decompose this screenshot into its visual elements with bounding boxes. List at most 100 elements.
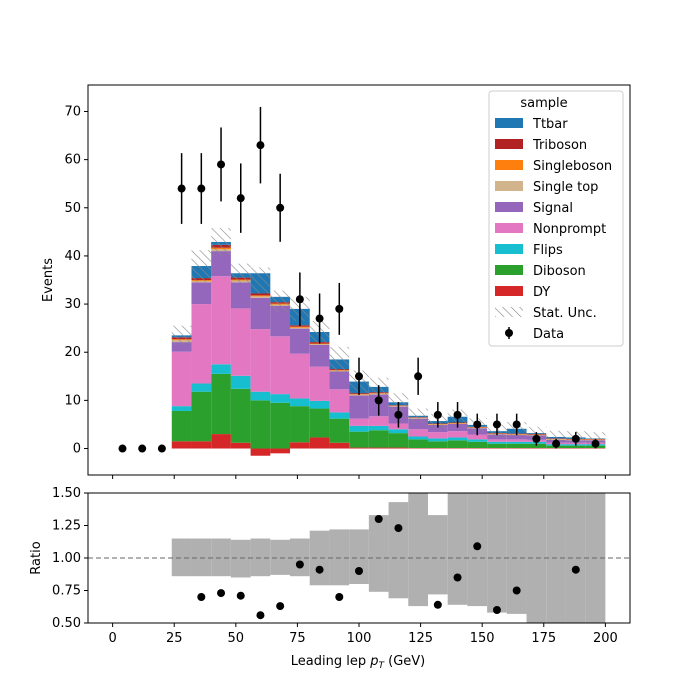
bar-signal (309, 345, 330, 367)
data-point (374, 396, 383, 405)
bar-signal (230, 282, 251, 309)
bar-flips (230, 375, 251, 389)
ratio-point (453, 573, 462, 582)
legend-swatch-stat-unc (495, 307, 523, 317)
bar-nonprompt (230, 308, 251, 376)
data-point (414, 372, 423, 381)
bar-dy (270, 448, 291, 454)
stat-unc-band (211, 228, 231, 256)
bar-triboson (250, 293, 271, 296)
legend-label-diboson: Diboson (533, 264, 586, 279)
bar-nonprompt (487, 439, 507, 442)
stat-unc-band (329, 346, 350, 372)
bar-diboson (290, 406, 310, 443)
data-point (197, 184, 206, 193)
ratio-unc-band (565, 493, 586, 623)
bar-diboson (250, 400, 271, 449)
bar-signal (191, 282, 212, 305)
data-point (315, 314, 324, 323)
legend: sample Ttbar Triboson Singleboson Single top… (488, 90, 624, 347)
bar-nonprompt (270, 336, 291, 395)
ratio-unc-band (408, 493, 428, 607)
bar-signal (427, 424, 448, 433)
data-point (177, 184, 186, 193)
legend-swatch-nonprompt (495, 223, 523, 233)
ratio-point (236, 591, 245, 600)
data-point (532, 434, 541, 443)
bar-singleboson (250, 295, 271, 297)
bar-nonprompt (171, 351, 192, 407)
bar-dy (171, 441, 192, 449)
bar-signal (211, 251, 231, 277)
legend-label-singleboson: Singleboson (533, 159, 612, 174)
x-axis-label: Leading lep pT (GeV) (291, 654, 425, 671)
ratio-unc-band (290, 538, 310, 577)
legend-swatch-singleboson (495, 160, 523, 170)
y-tick-label: 50 (64, 201, 81, 216)
legend-swatch-ttbar (495, 118, 523, 128)
data-point (453, 410, 462, 419)
bar-nonprompt (506, 439, 527, 442)
bar-dy (230, 442, 251, 449)
bar-diboson (230, 388, 251, 443)
bar-diboson (447, 440, 468, 449)
y-tick-label: 20 (64, 345, 81, 360)
ratio-unc-band (329, 529, 350, 586)
data-point (433, 410, 442, 419)
ratio-unc-band (230, 539, 251, 578)
bar-dy (368, 447, 389, 449)
x-tick-label: 100 (347, 631, 372, 646)
data-point (591, 439, 600, 448)
legend-swatch-dy (495, 286, 523, 296)
ratio-point (473, 542, 482, 551)
stat-unc-band (171, 325, 192, 345)
legend-label-flips: Flips (533, 243, 563, 258)
stat-unc-band (546, 430, 566, 444)
legend-title: sample (520, 96, 567, 111)
bar-flips (191, 383, 212, 392)
bar-single-top (250, 296, 271, 298)
bar-flips (270, 394, 291, 403)
bar-diboson (368, 430, 389, 448)
bar-dy (349, 447, 369, 449)
bar-flips (408, 436, 428, 440)
bar-singleboson (290, 326, 310, 328)
data-point (236, 194, 245, 203)
ratio-point (433, 600, 442, 609)
legend-label-data: Data (533, 327, 564, 342)
x-tick-label: 75 (289, 631, 306, 646)
ratio-y-tick-label: 1.50 (52, 486, 81, 501)
legend-swatch-single-top (495, 181, 523, 191)
bar-nonprompt (250, 329, 271, 392)
bar-flips (467, 439, 488, 442)
bar-signal (270, 306, 291, 337)
ratio-point (217, 589, 226, 598)
x-tick-label: 150 (470, 631, 495, 646)
main-y-axis-label: Events (41, 258, 56, 302)
bar-diboson (467, 441, 488, 449)
ratio-unc-band (250, 538, 271, 577)
stat-unc-band (270, 290, 291, 313)
x-tick-label: 25 (166, 631, 183, 646)
stat-unc-band (191, 250, 212, 282)
legend-label-signal: Signal (533, 201, 573, 216)
ratio-unc-band (388, 502, 409, 599)
bar-flips (349, 425, 369, 432)
data-point (571, 434, 580, 443)
bar-nonprompt (290, 353, 310, 399)
bar-dy (329, 442, 350, 449)
x-tick-label: 200 (593, 631, 618, 646)
ratio-point (492, 606, 501, 614)
bar-dy (388, 447, 409, 449)
ratio-unc-band (309, 530, 330, 586)
x-tick-label: 175 (531, 631, 556, 646)
x-tick-label: 125 (408, 631, 433, 646)
ratio-unc-band (191, 538, 212, 577)
bar-dy (290, 442, 310, 449)
bar-nonprompt (447, 431, 468, 438)
data-point (276, 203, 285, 212)
data-point (394, 410, 403, 419)
ratio-point (374, 515, 383, 523)
bar-nonprompt (368, 416, 389, 426)
ratio-point (394, 524, 403, 533)
